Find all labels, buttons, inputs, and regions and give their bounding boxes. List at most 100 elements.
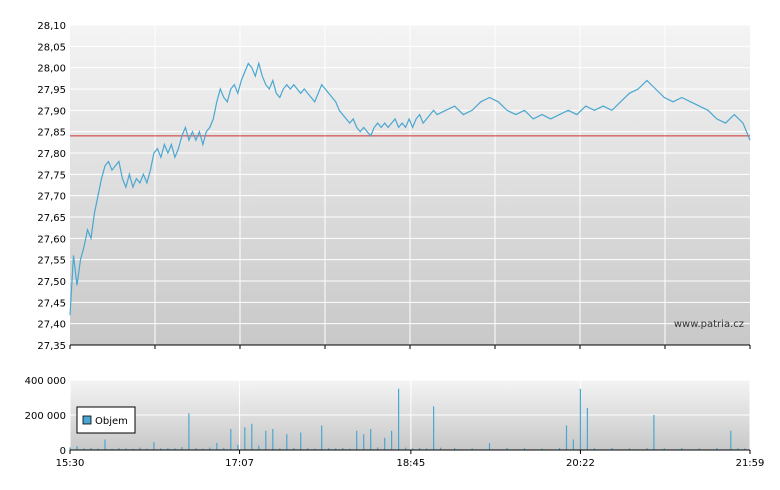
volume-bar xyxy=(251,423,253,451)
volume-bar xyxy=(195,448,197,450)
volume-y-tick-label: 200 000 xyxy=(25,411,66,422)
volume-bar xyxy=(730,430,732,451)
volume-bar xyxy=(174,448,176,450)
volume-bar xyxy=(321,425,323,450)
volume-bar xyxy=(558,448,561,450)
volume-bar xyxy=(153,442,155,450)
price-y-axis: 28,10 28,05 28,00 27,95 27,90 27,85 27,80 27,75… xyxy=(37,21,66,352)
volume-bar xyxy=(181,446,183,450)
volume-bar xyxy=(230,429,232,450)
legend-swatch xyxy=(82,415,92,425)
volume-bar xyxy=(202,448,204,450)
price-y-tick-label: 27,40 xyxy=(37,320,66,331)
volume-x-tick-label: 17:07 xyxy=(225,458,254,469)
volume-bar xyxy=(523,448,526,451)
price-y-tick-label: 27,50 xyxy=(37,277,66,288)
volume-bar xyxy=(541,448,543,450)
volume-bar xyxy=(716,448,718,450)
volume-bar xyxy=(83,448,85,450)
volume-bar xyxy=(440,447,442,450)
volume-bar xyxy=(572,439,574,450)
volume-bar xyxy=(744,448,746,450)
volume-bar xyxy=(419,447,421,450)
volume-bar xyxy=(377,447,379,450)
volume-bar xyxy=(698,448,700,450)
price-series-line xyxy=(69,61,751,316)
volume-bar xyxy=(611,447,613,450)
volume-bar xyxy=(405,447,407,450)
volume-bar xyxy=(69,447,71,450)
volume-bar xyxy=(314,448,316,450)
volume-bar xyxy=(579,388,581,451)
volume-x-tick-label: 20:22 xyxy=(566,458,595,469)
volume-bar xyxy=(111,448,113,450)
volume-y-axis: 400 000 200 000 0 xyxy=(25,376,66,457)
volume-bar xyxy=(209,447,211,450)
price-x-ticks xyxy=(69,345,751,349)
volume-bar xyxy=(342,447,344,450)
volume-bar xyxy=(307,448,309,451)
volume-bar xyxy=(356,430,358,451)
price-y-tick-label: 27,80 xyxy=(37,149,66,160)
volume-bar xyxy=(293,447,295,450)
legend-label: Objem xyxy=(95,416,128,427)
volume-bar xyxy=(167,447,169,450)
volume-bar xyxy=(97,448,99,450)
price-y-tick-label: 27,65 xyxy=(37,213,66,224)
volume-bar xyxy=(272,429,274,450)
price-y-tick-label: 27,60 xyxy=(37,234,66,245)
volume-bar xyxy=(391,430,393,451)
volume-x-axis: 15:30 17:07 18:45 20:22 21:59 xyxy=(56,450,765,469)
volume-bar xyxy=(586,408,588,450)
price-y-tick-label: 27,85 xyxy=(37,128,66,139)
volume-bar xyxy=(125,448,127,450)
volume-bar xyxy=(76,446,78,450)
volume-bar xyxy=(335,448,337,450)
volume-bar xyxy=(237,444,239,451)
volume-bar xyxy=(471,448,473,450)
volume-bar xyxy=(279,448,281,450)
volume-bar xyxy=(737,448,739,451)
legend: Objem xyxy=(76,406,136,434)
volume-bar xyxy=(370,429,372,450)
volume-bar xyxy=(244,427,246,451)
volume-bar xyxy=(565,425,568,450)
volume-bars xyxy=(69,388,746,451)
volume-bar xyxy=(146,448,148,450)
price-panel: 28,10 28,05 28,00 27,95 27,90 27,85 27,80 27,75… xyxy=(37,21,751,352)
volume-bar xyxy=(363,434,365,451)
volume-bar xyxy=(216,443,218,450)
volume-x-tick-label: 18:45 xyxy=(396,458,425,469)
volume-bar xyxy=(398,388,400,451)
price-y-tick-label: 27,75 xyxy=(37,170,66,181)
price-grid xyxy=(70,24,750,346)
volume-x-tick-label: 21:59 xyxy=(736,458,765,469)
volume-bar xyxy=(433,406,435,451)
volume-y-tick-label: 400 000 xyxy=(25,376,66,387)
volume-bar xyxy=(132,448,134,450)
volume-bar xyxy=(139,447,141,450)
price-y-tick-label: 27,95 xyxy=(37,85,66,96)
volume-bar xyxy=(653,415,655,450)
price-y-tick-label: 27,90 xyxy=(37,106,66,117)
volume-y-tick-label: 0 xyxy=(60,446,66,457)
volume-bar xyxy=(628,448,630,450)
volume-bar xyxy=(104,439,106,450)
volume-bar xyxy=(328,448,330,450)
volume-bar xyxy=(681,447,683,450)
volume-bar xyxy=(286,434,288,451)
volume-bar xyxy=(265,430,267,451)
volume-bar xyxy=(160,448,162,451)
volume-bar xyxy=(454,448,456,450)
price-y-tick-label: 27,70 xyxy=(37,192,66,203)
volume-bar xyxy=(384,437,386,451)
volume-bar xyxy=(593,448,595,451)
volume-bar xyxy=(118,448,120,450)
volume-bar xyxy=(349,448,351,450)
volume-bar xyxy=(646,448,648,450)
watermark: www.patria.cz xyxy=(674,319,744,330)
volume-bar xyxy=(188,413,190,451)
volume-panel: 400 000 200 000 0 15:30 17:07 18:45 20:22 21:5… xyxy=(25,376,765,469)
volume-bar xyxy=(426,448,428,450)
